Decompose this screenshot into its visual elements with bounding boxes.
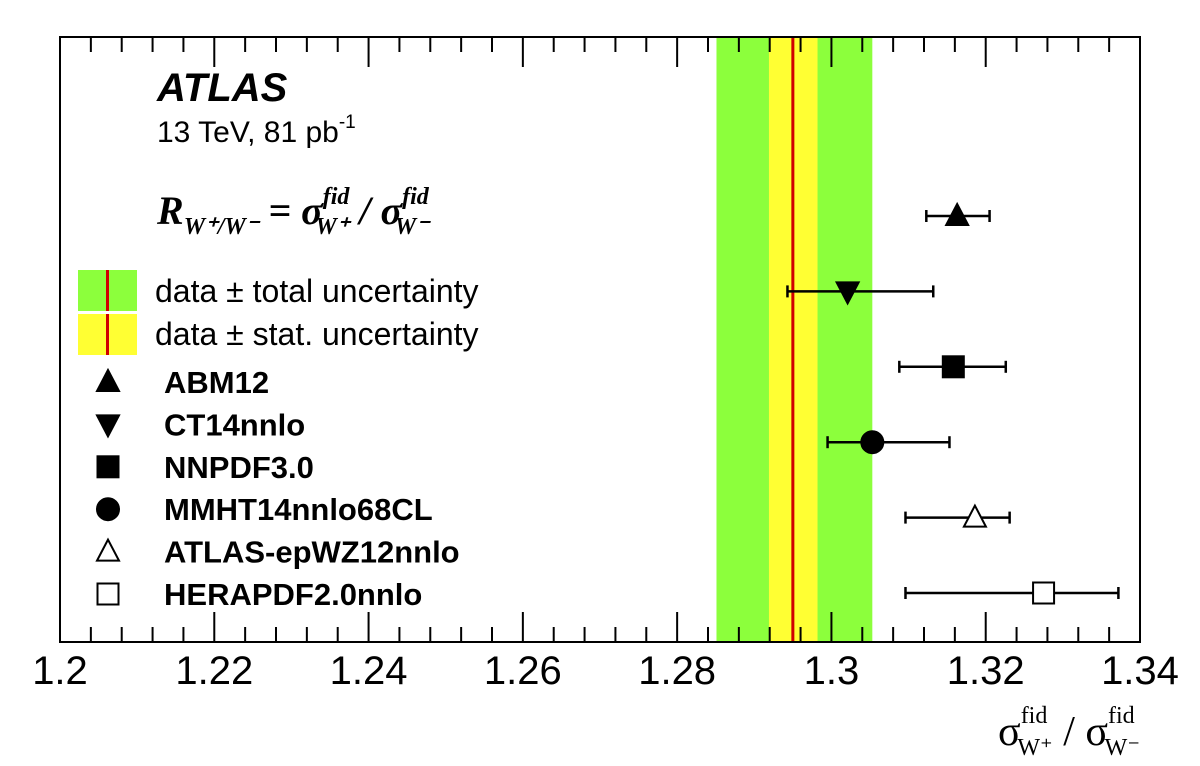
xlabel-sigma: σ: [998, 709, 1021, 755]
xlabel-num-sub: W⁺: [1017, 735, 1052, 761]
prediction-marker: [834, 281, 861, 306]
formula-lhs-sub: W⁺/W⁻: [184, 214, 261, 240]
legend-entry-label: ATLAS-epWZ12nnlo: [164, 535, 460, 570]
formula-den-sup: fid: [402, 184, 430, 210]
legend-entry-label: HERAPDF2.0nnlo: [164, 577, 422, 612]
formula-divide: / σ: [349, 188, 403, 233]
x-tick-label: 1.32: [947, 649, 1025, 693]
xlabel-den-sub: W⁻: [1105, 735, 1140, 761]
axes: 1.2 1.22 1.24 1.26 1.28 1.3 1.32 1.34: [32, 36, 1179, 693]
measurement-bands: [716, 37, 873, 642]
legend-marker: [95, 414, 121, 439]
legend-marker: [95, 367, 121, 392]
legend-markers: ABM12 CT14nnlo NNPDF3.0 MMHT14nnlo68CL ATLAS…: [95, 365, 460, 612]
legend-stat-label: data ± stat. uncertainty: [155, 316, 479, 352]
x-tick-label: 1.2: [32, 649, 88, 693]
prediction-marker: [962, 503, 988, 528]
x-tick-label: 1.22: [175, 649, 253, 693]
legend-entry-label: MMHT14nnlo68CL: [164, 492, 433, 527]
energy-text: 13 TeV, 81 pb: [157, 116, 339, 149]
xlabel-den-sup: fid: [1108, 703, 1135, 729]
formula-equals: = σ: [258, 188, 324, 233]
formula-lhs: R: [156, 188, 184, 233]
xlabel-slash: /: [1053, 709, 1086, 755]
x-axis-title: σfid W⁺ / σfid W⁻: [998, 703, 1140, 761]
legend-entry-label: CT14nnlo: [164, 407, 305, 442]
energy-label: 13 TeV, 81 pb-1: [157, 112, 356, 149]
xlabel-num-sup: fid: [1021, 703, 1048, 729]
x-tick-label: 1.26: [484, 649, 562, 693]
legend-marker: [95, 537, 121, 562]
formula-den-sub: W⁻: [395, 214, 431, 240]
xlabel-sigma-2: σ: [1085, 709, 1108, 755]
prediction-marker: [1032, 581, 1056, 605]
x-tick-label: 1.34: [1101, 649, 1179, 693]
legend-marker: [96, 582, 120, 606]
formula-num-sub: W⁺: [315, 214, 351, 240]
lumi-superscript: -1: [339, 112, 356, 133]
x-tick-label: 1.24: [330, 649, 408, 693]
experiment-label: ATLAS: [156, 66, 288, 110]
x-tick-label: 1.3: [804, 649, 860, 693]
legend-marker: [96, 497, 120, 522]
legend-entry-label: NNPDF3.0: [164, 450, 314, 485]
prediction-marker: [944, 201, 970, 226]
ratio-formula: RW⁺/W⁻ = σfid W⁺ / σfid W⁻: [156, 184, 431, 240]
prediction-marker: [860, 430, 885, 455]
prediction-points: [786, 201, 1120, 605]
formula-num-sup: fid: [323, 184, 351, 210]
plot-frame: [59, 36, 1141, 643]
prediction-marker: [941, 355, 965, 379]
x-tick-label: 1.28: [638, 649, 716, 693]
legend-marker: [96, 455, 120, 479]
legend-entry-label: ABM12: [164, 365, 269, 400]
legend-total-label: data ± total uncertainty: [155, 273, 479, 309]
